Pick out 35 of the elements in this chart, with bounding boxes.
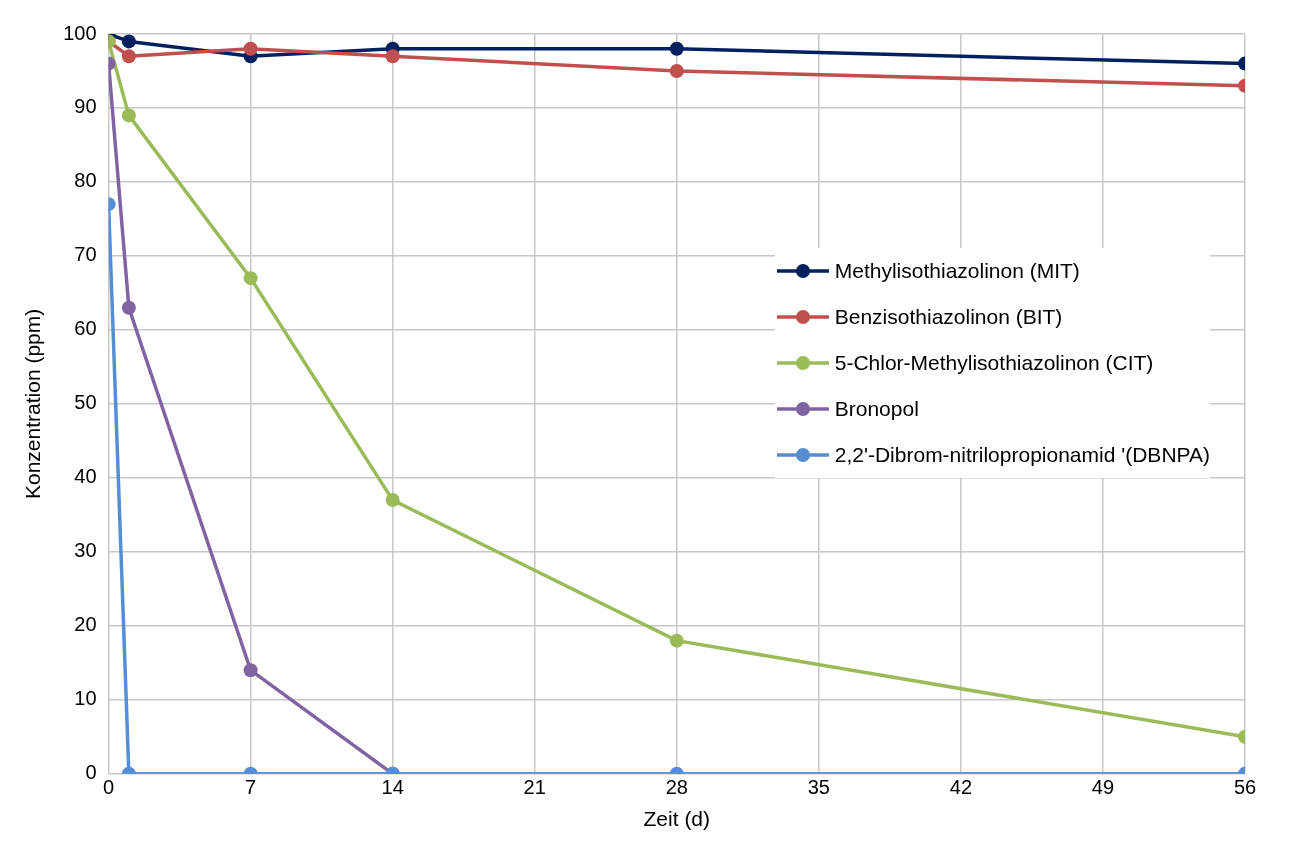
- y-tick-label: 20: [74, 613, 97, 636]
- y-tick-label: 30: [74, 539, 97, 562]
- x-tick-label: 49: [1091, 776, 1115, 799]
- y-tick-label: 0: [85, 761, 97, 784]
- x-tick-label: 35: [807, 776, 830, 799]
- y-tick-label: 10: [74, 687, 97, 710]
- point: [385, 49, 400, 64]
- y-tick-label: 70: [74, 243, 97, 266]
- x-tick-label: 42: [949, 776, 973, 799]
- point: [669, 41, 684, 56]
- legend-label: Benzisothiazolinon (BIT): [834, 305, 1063, 329]
- point: [121, 49, 136, 64]
- y-tick-label: 90: [74, 95, 97, 118]
- point: [243, 41, 258, 56]
- y-tick-label: 50: [74, 391, 97, 414]
- x-tick-label: 28: [665, 776, 688, 799]
- legend-label: Bronopol: [834, 397, 919, 421]
- point: [121, 108, 136, 123]
- point: [243, 271, 258, 286]
- y-tick-label: 80: [74, 169, 97, 192]
- y-tick-label: 60: [74, 317, 97, 340]
- legend-label: Methylisothiazolinon (MIT): [834, 259, 1080, 283]
- point: [669, 63, 684, 78]
- x-tick-label: 0: [103, 776, 115, 799]
- legend-label: 5-Chlor-Methylisothiazolinon (CIT): [834, 351, 1154, 375]
- x-tick-label: 56: [1233, 776, 1257, 799]
- x-axis-title: Zeit (d): [643, 807, 711, 831]
- x-tick-label: 7: [245, 776, 257, 799]
- legend-label: 2,2'-Dibrom-nitrilopropionamid '(DBNPA): [834, 443, 1210, 467]
- x-tick-label: 21: [523, 776, 546, 799]
- point: [121, 34, 136, 49]
- y-axis-title: Konzentration (ppm): [21, 308, 45, 500]
- y-tick-label: 100: [63, 21, 97, 44]
- x-tick-label: 14: [381, 776, 404, 799]
- y-tick-label: 40: [74, 465, 97, 488]
